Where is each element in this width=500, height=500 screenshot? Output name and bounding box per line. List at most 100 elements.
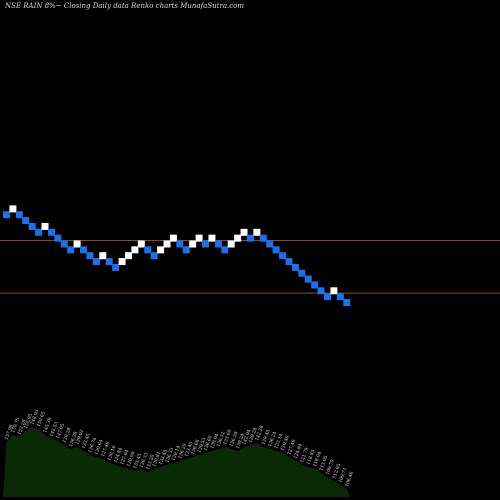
- renko-brick-up: [157, 246, 165, 254]
- renko-brick-down: [285, 258, 293, 266]
- brick-label: 139.45: [261, 429, 272, 446]
- renko-brick-up: [41, 222, 49, 230]
- brick-label: 133.60: [222, 429, 233, 446]
- renko-brick-down: [47, 228, 55, 236]
- brick-label: 139.24: [235, 433, 246, 450]
- brick-label: 127.49: [286, 439, 297, 456]
- brick-label: 157.08: [4, 424, 15, 441]
- brick-label: 113.05: [318, 455, 329, 472]
- renko-brick-down: [324, 293, 331, 301]
- brick-label: 147.05: [55, 423, 66, 440]
- renko-brick-up: [208, 234, 216, 242]
- brick-label: 130.09: [126, 451, 137, 468]
- renko-bricks: [3, 205, 351, 306]
- renko-brick-up: [227, 240, 235, 248]
- brick-label: 133.45: [184, 441, 195, 458]
- renko-brick-up: [234, 234, 242, 242]
- brick-label: 139.28: [248, 427, 259, 444]
- renko-brick-down: [86, 252, 94, 260]
- renko-brick-down: [182, 246, 190, 254]
- renko-brick-down: [176, 240, 184, 248]
- renko-brick-down: [92, 258, 100, 266]
- renko-brick-up: [169, 234, 177, 242]
- renko-brick-up: [118, 258, 126, 266]
- renko-brick-up: [131, 246, 139, 254]
- renko-brick-up: [9, 205, 17, 213]
- brick-label: 118.85: [305, 449, 316, 466]
- renko-brick-down: [221, 246, 229, 254]
- brick-label: 112.65: [331, 463, 342, 480]
- brick-label: 130.46: [280, 435, 291, 452]
- renko-brick-down: [304, 275, 312, 283]
- brick-label: 109.71: [338, 467, 349, 484]
- brick-label: 136.24: [267, 431, 278, 448]
- renko-brick-down: [60, 240, 68, 248]
- brick-label: 127.46: [100, 441, 111, 458]
- reference-lines: [0, 239, 500, 294]
- brick-label: 139.53: [196, 437, 207, 454]
- renko-brick-up: [240, 228, 248, 236]
- renko-brick-down: [259, 234, 267, 242]
- renko-brick-down: [80, 246, 88, 254]
- renko-brick-down: [279, 252, 287, 260]
- renko-brick-up: [163, 240, 171, 248]
- renko-brick-up: [330, 287, 338, 295]
- brick-label: 136.74: [87, 437, 98, 454]
- renko-brick-down: [112, 263, 120, 271]
- brick-label: 130.81: [151, 451, 162, 468]
- renko-brick-down: [272, 246, 280, 254]
- brick-label: 133.45: [158, 449, 169, 466]
- brick-label: 142.53: [49, 421, 60, 438]
- renko-brick-down: [144, 246, 152, 254]
- brick-label: 136.60: [203, 435, 214, 452]
- renko-brick-down: [28, 222, 36, 230]
- renko-brick-down: [266, 240, 274, 248]
- renko-brick-down: [246, 234, 254, 242]
- renko-brick-up: [195, 234, 203, 242]
- brick-label: 155.95: [23, 413, 34, 430]
- renko-brick-up: [99, 252, 107, 260]
- brick-label: 124.84: [293, 443, 304, 460]
- brick-label: 136.38: [228, 431, 239, 448]
- brick-label: 136.32: [216, 431, 227, 448]
- renko-brick-down: [54, 234, 62, 242]
- volume-fill: [3, 427, 351, 497]
- brick-label: 109.79: [325, 459, 336, 476]
- brick-label: 139.28: [62, 427, 73, 444]
- renko-brick-down: [150, 252, 158, 260]
- brick-label: 136.33: [164, 447, 175, 464]
- brick-label: 124.84: [113, 447, 124, 464]
- renko-brick-up: [189, 240, 197, 248]
- brick-label: 159.75: [10, 417, 21, 434]
- brick-label: 127.64: [119, 449, 130, 466]
- brick-label: 136.33: [139, 452, 150, 469]
- renko-brick-down: [35, 228, 43, 236]
- renko-brick-down: [336, 293, 344, 301]
- brick-label: 136.68: [190, 439, 201, 456]
- brick-label: 116.04: [312, 451, 323, 468]
- brick-label: 121.79: [299, 447, 310, 464]
- brick-label: 130.16: [106, 445, 117, 462]
- brick-label: 136.28: [68, 431, 79, 448]
- renko-brick-down: [105, 258, 113, 266]
- brick-label: 150.65: [36, 411, 47, 428]
- brick-label: 133.20: [145, 454, 156, 471]
- volume-area: [3, 427, 351, 497]
- renko-brick-down: [15, 211, 23, 219]
- brick-label: 136.20: [177, 443, 188, 460]
- brick-label: 133.14: [273, 433, 284, 450]
- renko-brick-down: [214, 240, 222, 248]
- chart-title: NSE RAIN 8%~ Closing Daily data Renko ch…: [5, 2, 244, 10]
- brick-label: 139.04: [209, 433, 220, 450]
- renko-brick-down: [202, 240, 210, 248]
- renko-brick-up: [124, 252, 132, 260]
- renko-brick-down: [291, 263, 299, 271]
- renko-brick-down: [317, 287, 325, 295]
- renko-brick-down: [67, 246, 75, 254]
- brick-label: 142.28: [254, 425, 265, 442]
- renko-brick-up: [253, 228, 261, 236]
- brick-labels: 157.08159.75153.28155.95148.03150.65145.…: [4, 409, 355, 488]
- brick-label: 142.04: [241, 429, 252, 446]
- brick-label: 133.45: [132, 453, 143, 470]
